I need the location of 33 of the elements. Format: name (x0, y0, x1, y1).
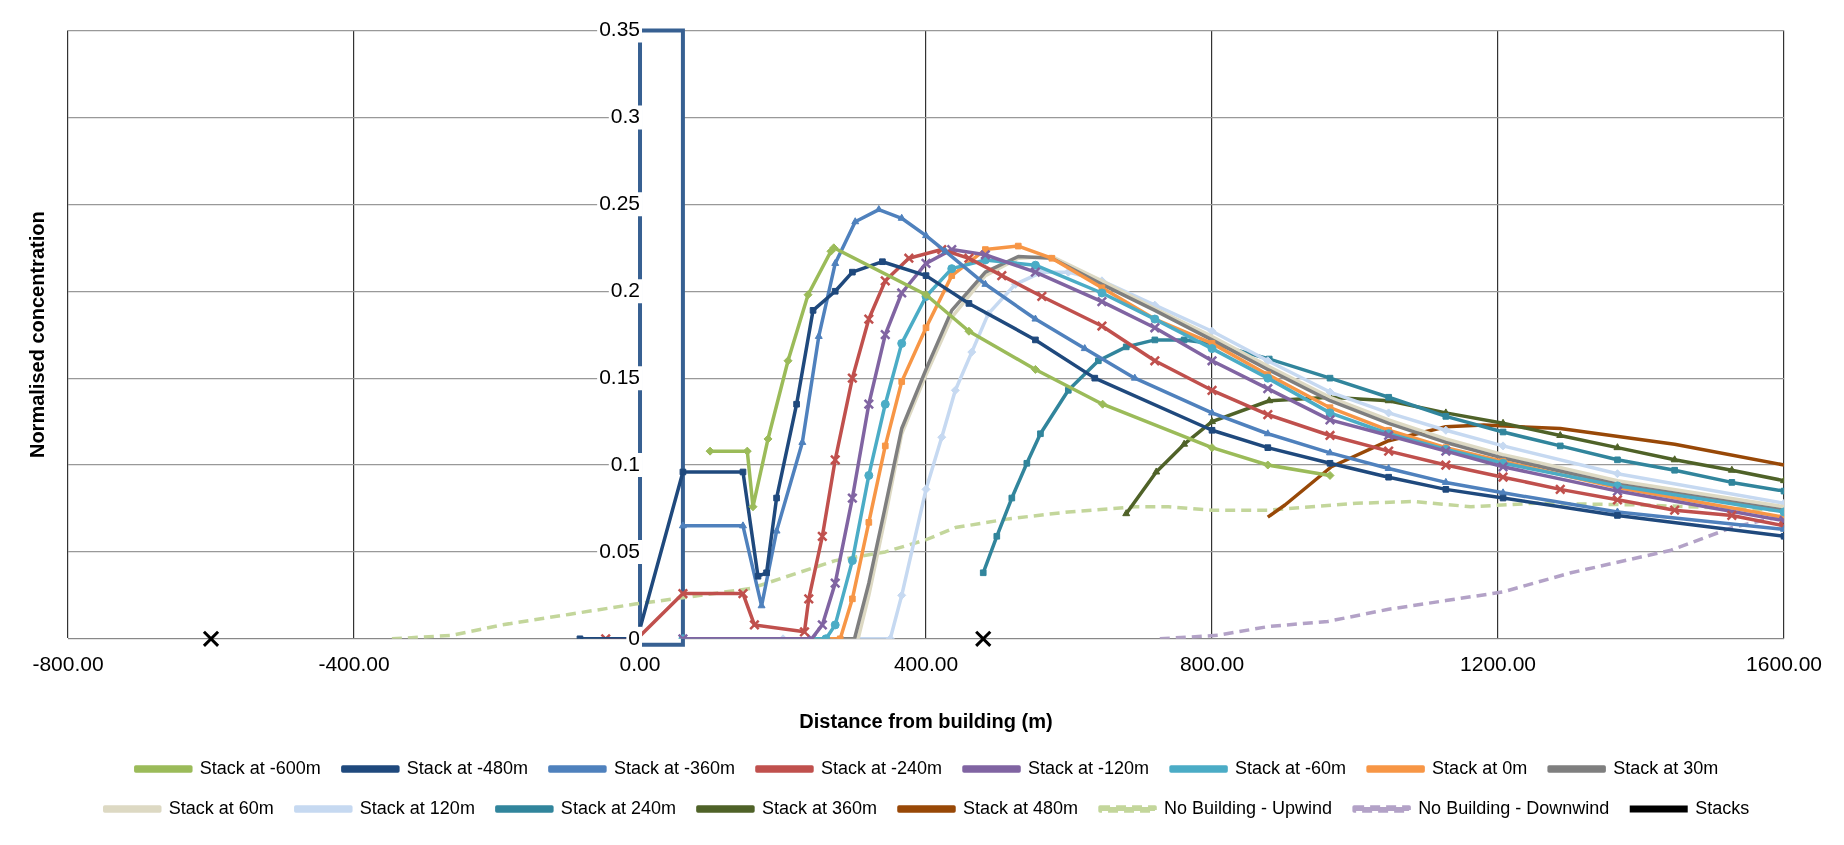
x-tick-label: -800.00 (32, 652, 104, 676)
legend-label: No Building - Downwind (1418, 797, 1610, 818)
legend-label: Stack at 360m (761, 797, 877, 818)
legend-label: Stack at 240m (560, 797, 676, 818)
legend-label: Stack at 0m (1432, 757, 1528, 778)
y-axis-title: Normalised concentration (25, 211, 48, 459)
x-tick-label: -400.00 (318, 652, 390, 676)
legend-label: Stack at -120m (1028, 757, 1150, 778)
legend-label: Stack at -240m (820, 757, 943, 778)
y-tick-label: 0.35 (599, 17, 641, 41)
legend-label: Stack at 120m (359, 797, 475, 818)
legend-label: Stack at 480m (962, 797, 1079, 818)
legend-label: Stack at -60m (1235, 757, 1347, 778)
x-tick-label: 400.00 (893, 652, 959, 676)
y-tick-label: 0.3 (610, 104, 641, 128)
x-tick-label: 1600.00 (1746, 652, 1823, 676)
y-tick-label: 0.15 (599, 364, 641, 388)
legend-label: No Building - Upwind (1164, 797, 1333, 818)
y-tick-label: 0.2 (610, 278, 641, 302)
x-axis-title: Distance from building (m) (799, 709, 1053, 732)
y-tick-label: 0.05 (599, 538, 641, 562)
y-tick-label: 0 (628, 625, 641, 649)
y-tick-label: 0.25 (599, 191, 641, 215)
x-tick-label: 1200.00 (1460, 652, 1536, 676)
legend-label: Stack at 30m (1613, 757, 1719, 778)
legend-label: Stack at -600m (199, 757, 321, 778)
legend-label: Stack at -360m (613, 757, 735, 778)
legend-label: Stack at -480m (406, 757, 528, 778)
x-tick-label: 0.00 (619, 652, 661, 676)
x-tick-label: 800.00 (1179, 652, 1245, 676)
legend-label: Stack at 60m (168, 797, 274, 818)
y-tick-label: 0.1 (610, 451, 641, 475)
legend-label: Stacks (1695, 797, 1750, 818)
